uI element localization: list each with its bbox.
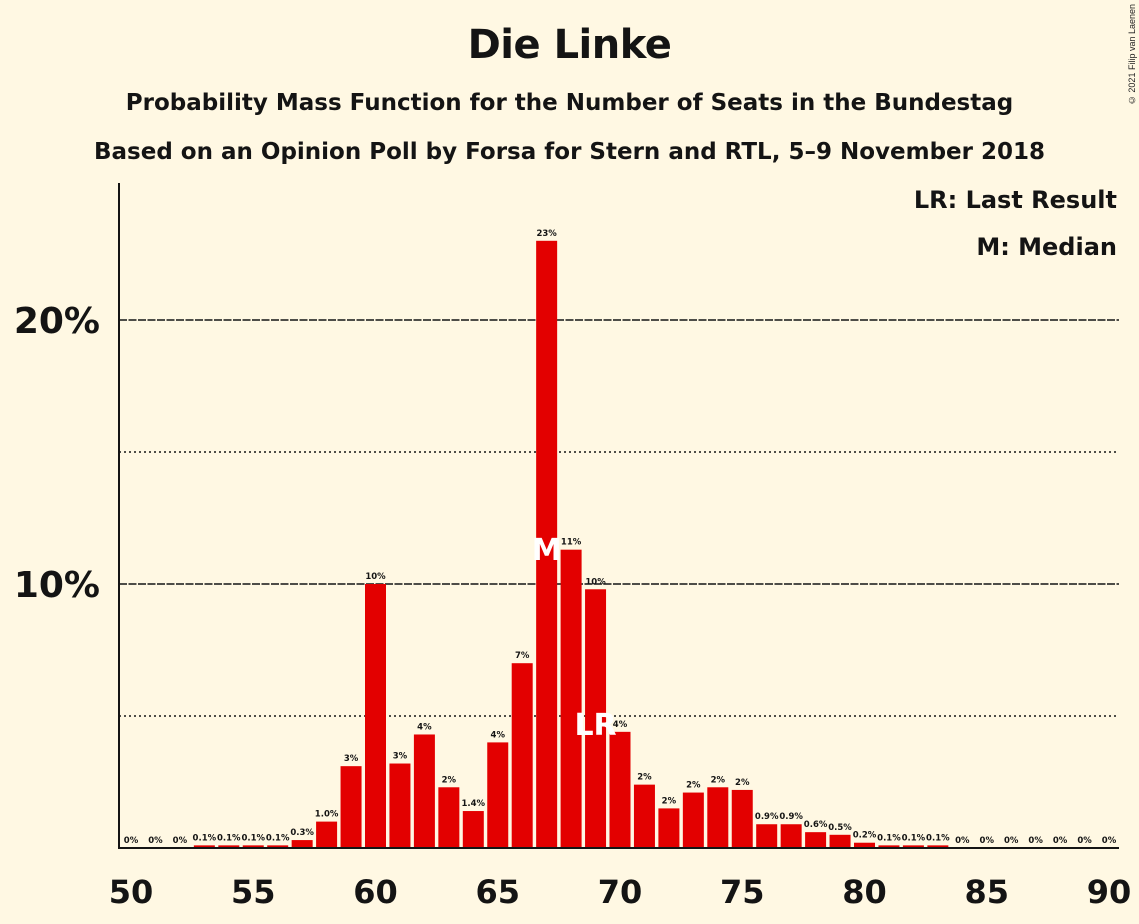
data-label-seat-73: 2% xyxy=(686,781,701,791)
bar-seat-62 xyxy=(413,734,435,848)
y-tick-label: 10% xyxy=(14,565,100,606)
data-label-seat-57: 0.3% xyxy=(290,828,314,838)
bar-seat-78 xyxy=(805,832,827,848)
data-label-seat-83: 0.1% xyxy=(926,833,950,843)
bar-seat-69 xyxy=(585,589,607,848)
x-tick-label: 75 xyxy=(720,873,765,911)
data-label-seat-82: 0.1% xyxy=(902,833,926,843)
chart-subtitle-poll: Based on an Opinion Poll by Forsa for St… xyxy=(94,139,1045,165)
data-label-seat-56: 0.1% xyxy=(266,833,290,843)
bar-seat-60 xyxy=(365,584,386,848)
bar-seat-83 xyxy=(927,845,949,848)
x-tick-label: 55 xyxy=(231,873,276,911)
data-label-seat-77: 0.9% xyxy=(779,812,803,822)
data-label-seat-86: 0% xyxy=(1004,836,1019,846)
data-label-seat-70: 4% xyxy=(613,720,628,730)
data-label-seat-68: 11% xyxy=(561,538,582,548)
bar-seat-80 xyxy=(854,842,875,848)
data-label-seat-55: 0.1% xyxy=(241,833,265,843)
x-tick-label: 70 xyxy=(598,873,643,911)
bar-seat-74 xyxy=(707,787,729,848)
data-label-seat-60: 10% xyxy=(365,572,386,582)
bar-seat-59 xyxy=(340,766,362,848)
data-label-seat-59: 3% xyxy=(344,754,359,764)
bar-seat-63 xyxy=(438,787,460,848)
data-label-seat-88: 0% xyxy=(1053,836,1068,846)
bar-seat-67 xyxy=(536,240,558,849)
data-label-seat-80: 0.2% xyxy=(853,831,877,841)
data-label-seat-54: 0.1% xyxy=(217,833,241,843)
chart-subtitle: Probability Mass Function for the Number… xyxy=(125,90,1014,116)
bar-seat-71 xyxy=(633,784,655,848)
data-label-seat-62: 4% xyxy=(417,722,432,732)
bar-seat-57 xyxy=(291,840,313,848)
data-label-seat-69: 10% xyxy=(585,577,606,587)
bar-seat-58 xyxy=(316,821,338,848)
x-tick-label: 60 xyxy=(353,873,398,911)
bar-seat-68 xyxy=(560,549,582,848)
data-label-seat-85: 0% xyxy=(980,836,995,846)
data-label-seat-87: 0% xyxy=(1028,836,1043,846)
data-label-seat-79: 0.5% xyxy=(828,823,852,833)
last-result-marker: LR xyxy=(574,708,616,743)
bar-seat-70 xyxy=(609,731,631,848)
data-label-seat-66: 7% xyxy=(515,651,530,661)
bar-seat-56 xyxy=(267,845,289,848)
data-label-seat-51: 0% xyxy=(148,836,163,846)
bar-seat-76 xyxy=(756,824,778,848)
data-label-seat-78: 0.6% xyxy=(804,820,828,830)
legend-median: M: Median xyxy=(976,233,1117,261)
bar-seat-55 xyxy=(242,845,264,848)
data-label-seat-53: 0.1% xyxy=(193,833,217,843)
bar-seat-72 xyxy=(658,808,680,848)
legend-last-result: LR: Last Result xyxy=(913,186,1117,214)
data-label-seat-81: 0.1% xyxy=(877,833,901,843)
data-label-seat-64: 1.4% xyxy=(462,799,486,809)
data-label-seat-71: 2% xyxy=(637,773,652,783)
median-marker: M xyxy=(532,533,562,568)
bar-seat-54 xyxy=(218,845,240,848)
bar-seat-65 xyxy=(487,742,509,848)
data-label-seat-74: 2% xyxy=(711,775,726,785)
bar-seat-81 xyxy=(878,845,900,848)
data-label-seat-58: 1.0% xyxy=(315,810,339,820)
bar-seat-53 xyxy=(193,845,215,848)
data-label-seat-90: 0% xyxy=(1102,836,1117,846)
x-tick-label: 85 xyxy=(964,873,1009,911)
data-label-seat-52: 0% xyxy=(173,836,188,846)
x-tick-label: 90 xyxy=(1087,873,1132,911)
bar-seat-64 xyxy=(462,811,484,848)
bar-seat-82 xyxy=(902,845,924,848)
bar-seat-79 xyxy=(829,834,851,848)
bar-seat-73 xyxy=(682,792,704,848)
y-tick-label: 20% xyxy=(14,301,100,342)
x-tick-label: 65 xyxy=(475,873,520,911)
data-label-seat-61: 3% xyxy=(393,752,408,762)
data-label-seat-76: 0.9% xyxy=(755,812,779,822)
data-label-seat-67: 23% xyxy=(536,229,557,239)
data-label-seat-63: 2% xyxy=(442,775,457,785)
data-label-seat-72: 2% xyxy=(662,796,677,806)
bar-seat-75 xyxy=(731,789,753,848)
data-label-seat-89: 0% xyxy=(1077,836,1092,846)
bar-seat-66 xyxy=(511,663,533,848)
data-label-seat-84: 0% xyxy=(955,836,970,846)
data-label-seat-75: 2% xyxy=(735,778,750,788)
bar-seat-77 xyxy=(780,824,802,848)
x-tick-label: 80 xyxy=(842,873,887,911)
data-label-seat-65: 4% xyxy=(491,730,506,740)
x-tick-label: 50 xyxy=(109,873,154,911)
chart-title: Die Linke xyxy=(467,22,672,68)
data-label-seat-50: 0% xyxy=(124,836,139,846)
bar-seat-61 xyxy=(389,763,411,848)
